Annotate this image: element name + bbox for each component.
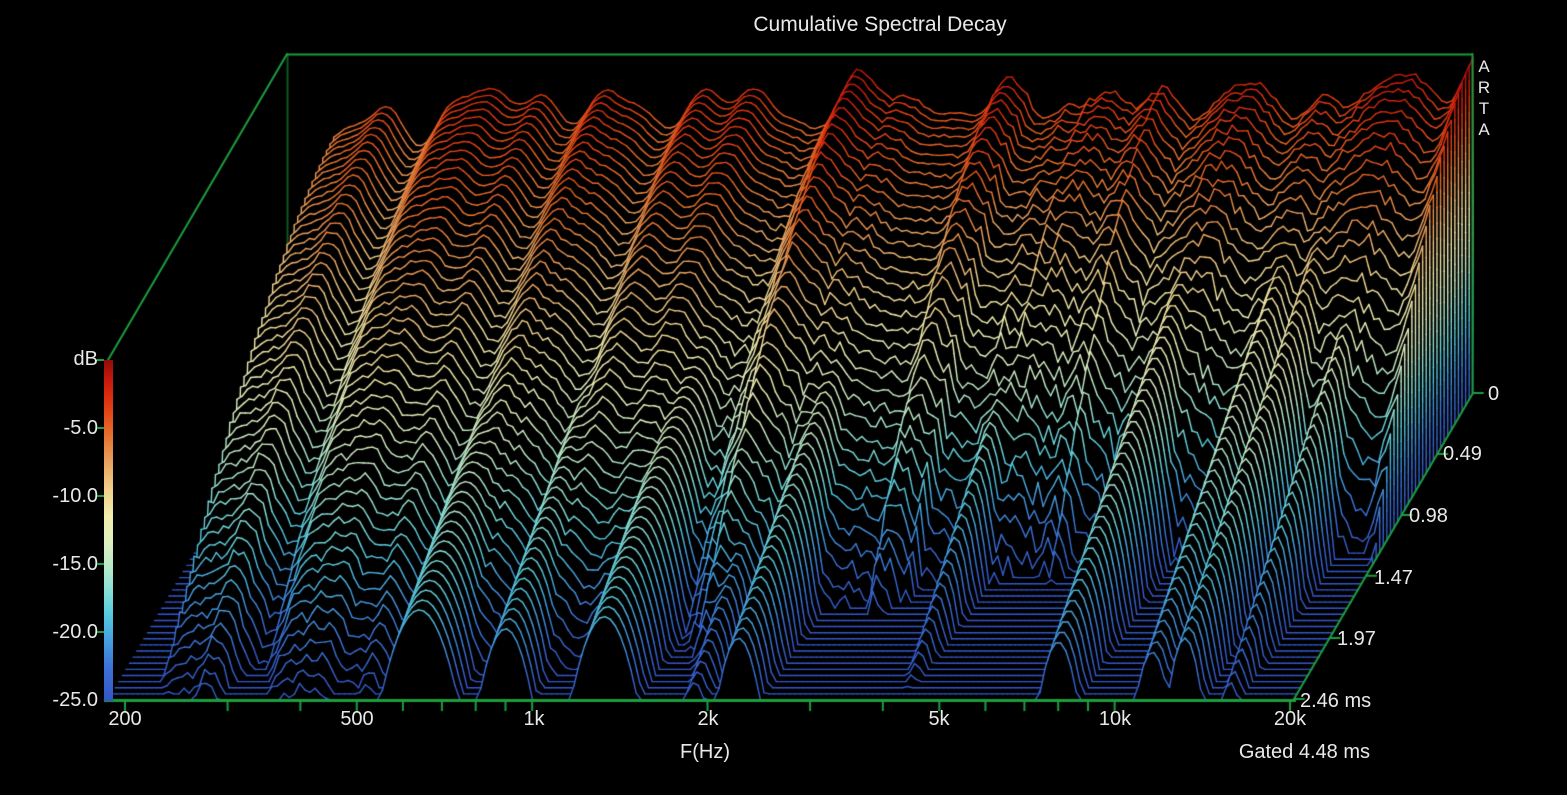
x-tick-label-5k: 5k	[928, 708, 950, 730]
time-tick-label-246: 2.46 ms	[1300, 690, 1372, 712]
x-tick-label-2k: 2k	[697, 708, 719, 730]
arta-letter: R	[1477, 78, 1491, 97]
db-tick-label-15: -15.0	[52, 553, 98, 575]
x-tick-label-200: 200	[108, 708, 142, 730]
x-tick-label-1k: 1k	[523, 708, 545, 730]
time-tick-label-0: 0	[1488, 383, 1500, 405]
gated-note: Gated 4.48 ms	[1238, 741, 1370, 763]
db-scale-tick	[97, 359, 104, 361]
x-tick-label-10k: 10k	[1098, 708, 1132, 730]
page-title: Cumulative Spectral Decay	[753, 13, 1007, 36]
db-scale-tick	[97, 563, 104, 565]
db-tick-label-5: -5.0	[63, 417, 98, 439]
time-tick-label-197: 1.97	[1337, 628, 1376, 650]
x-axis-title: F(Hz)	[680, 741, 730, 763]
db-tick-label-25: -25.0	[52, 689, 98, 711]
x-tick-label-500: 500	[340, 708, 374, 730]
x-tick-label-20k: 20k	[1273, 708, 1307, 730]
time-tick-label-098: 0.98	[1409, 505, 1448, 527]
time-tick-label-049: 0.49	[1443, 443, 1482, 465]
arta-letter: A	[1478, 57, 1490, 76]
db-scale-tick	[97, 631, 104, 633]
arta-watermark: A R T A	[1474, 56, 1494, 140]
db-axis-label: dB	[73, 348, 98, 370]
db-scale-tick	[97, 495, 104, 497]
db-color-scale	[104, 360, 113, 701]
db-scale-tick	[97, 427, 104, 429]
time-tick-label-147: 1.47	[1374, 567, 1413, 589]
arta-letter: A	[1478, 120, 1490, 139]
db-tick-label-20: -20.0	[52, 621, 98, 643]
arta-letter: T	[1478, 99, 1490, 118]
db-tick-label-10: -10.0	[52, 485, 98, 507]
